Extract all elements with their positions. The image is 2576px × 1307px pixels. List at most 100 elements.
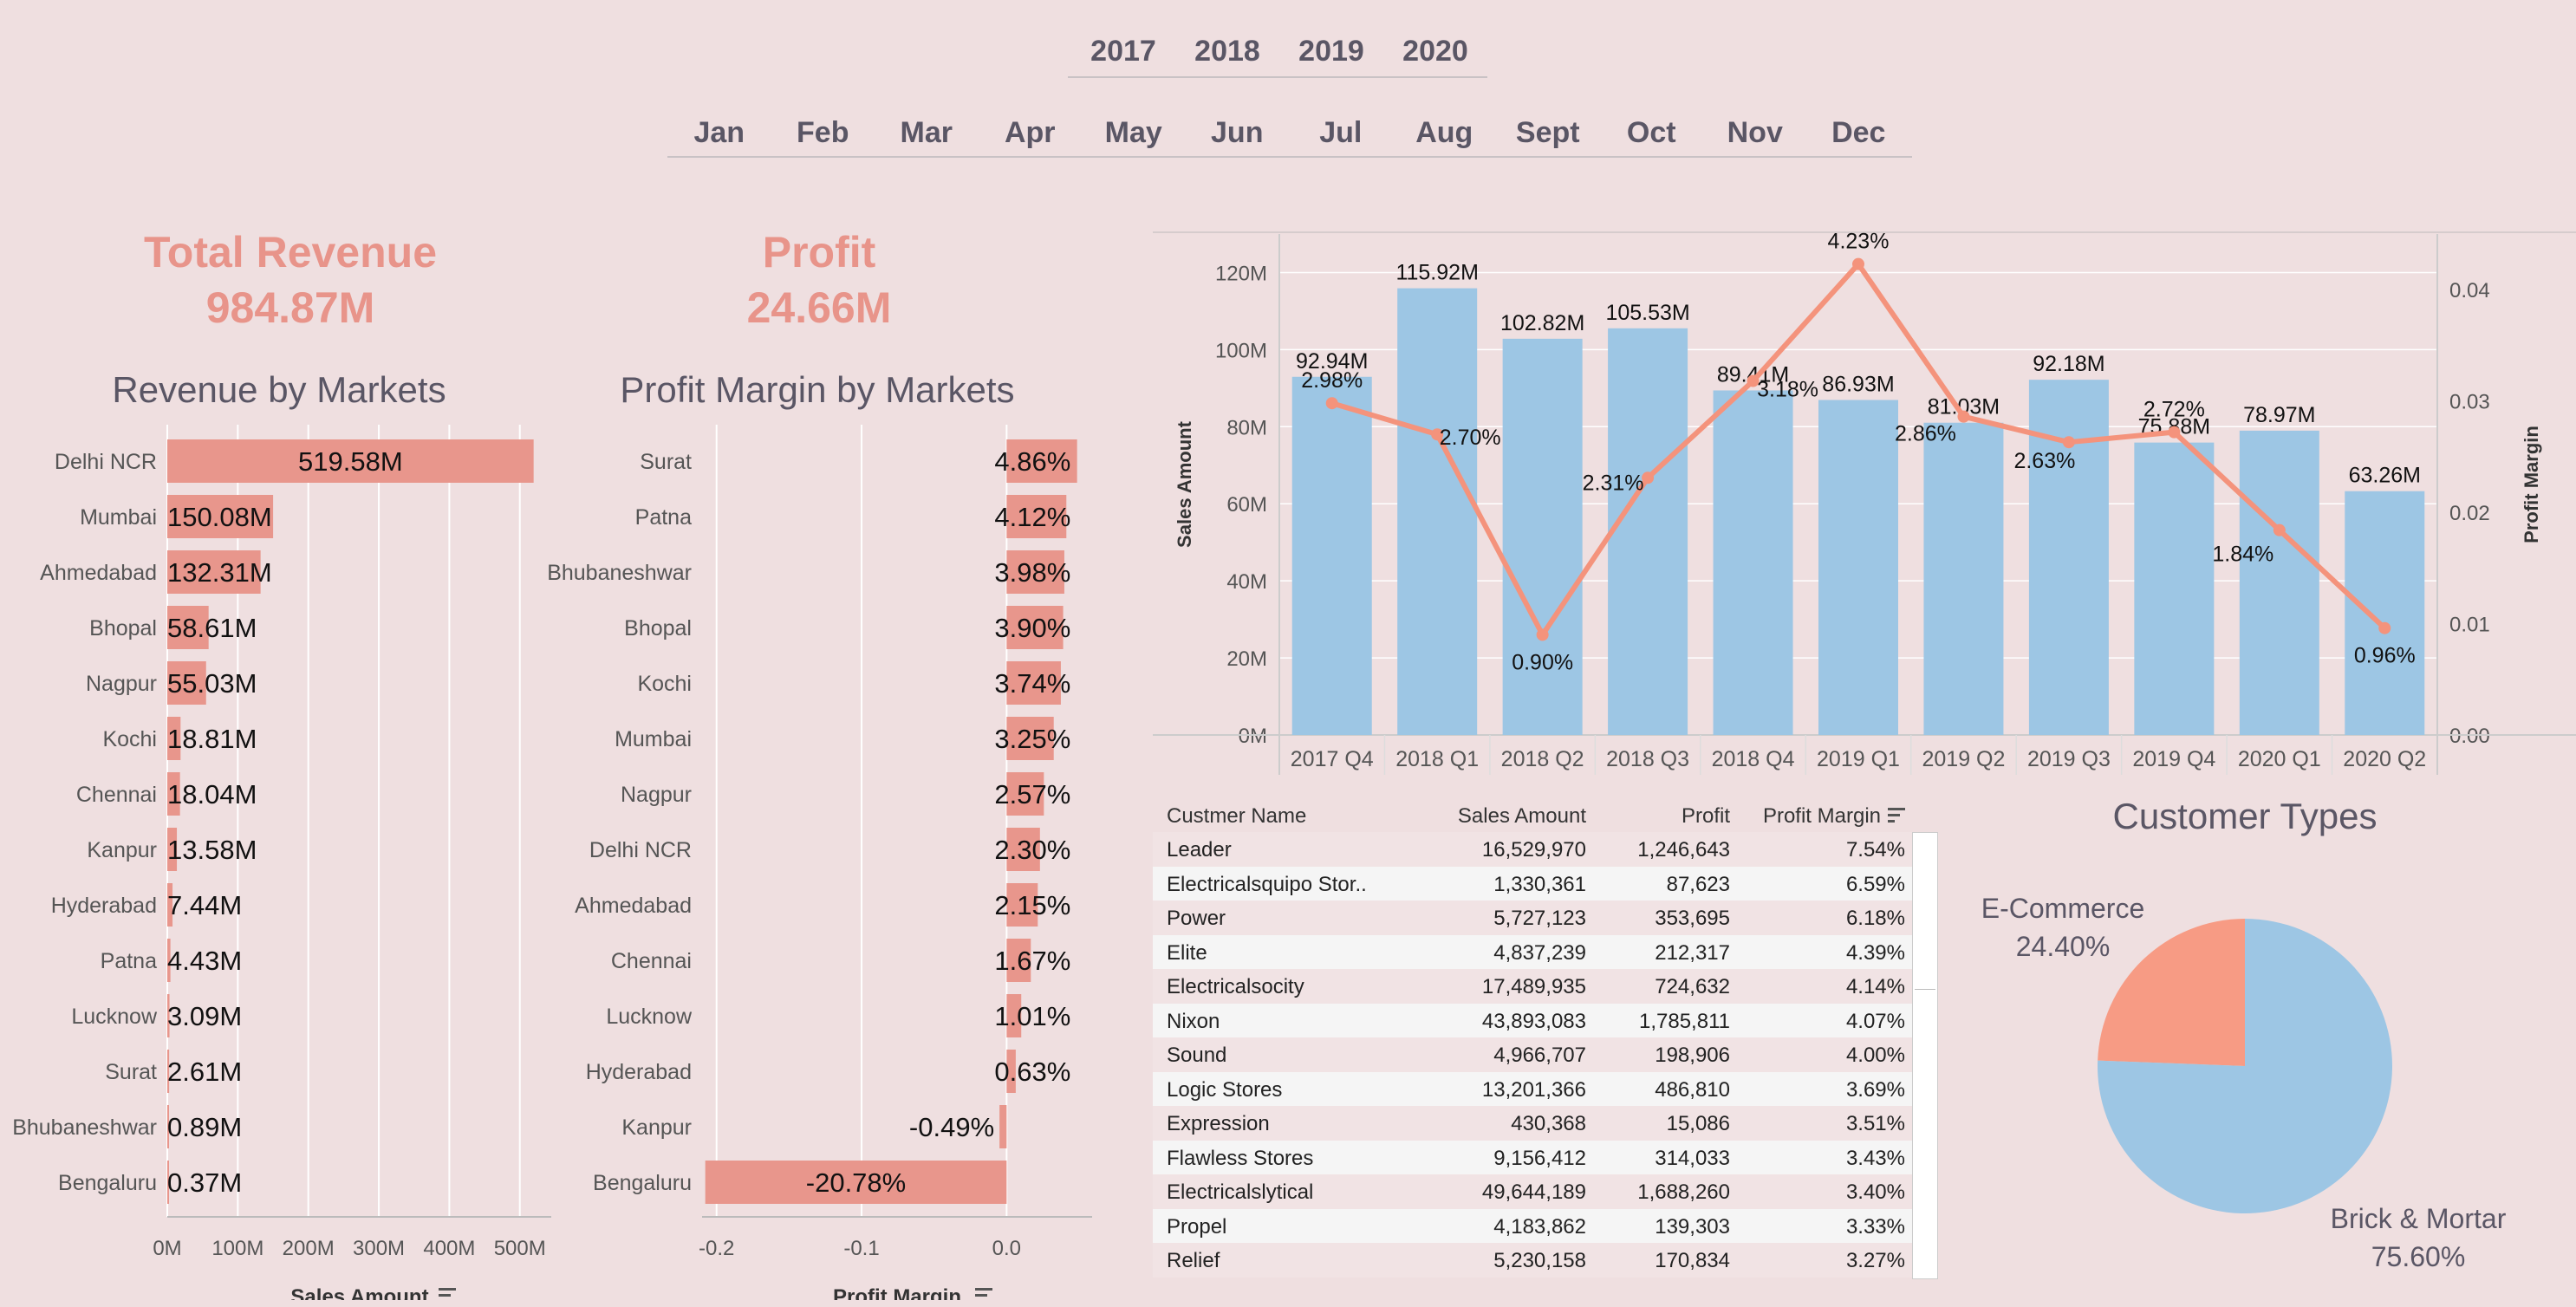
- line-point[interactable]: [1642, 471, 1655, 484]
- sort-icon[interactable]: [975, 1288, 992, 1300]
- table-header-custmer-name[interactable]: Custmer Name: [1167, 804, 1307, 828]
- bar-patna[interactable]: [167, 939, 171, 982]
- bar-delhi-ncr[interactable]: [167, 439, 534, 483]
- table-header-profit-margin[interactable]: Profit Margin: [1762, 804, 1881, 828]
- bar-2019-q4[interactable]: [2134, 442, 2215, 735]
- bar-kanpur[interactable]: [999, 1105, 1007, 1148]
- bar-lucknow[interactable]: [167, 994, 170, 1037]
- bar-ahmedabad[interactable]: [1006, 883, 1038, 927]
- bar-surat[interactable]: [167, 1050, 170, 1093]
- bar-bhubaneshwar[interactable]: [167, 1105, 169, 1148]
- bar-bhubaneshwar[interactable]: [1006, 550, 1064, 594]
- bar-chennai[interactable]: [167, 772, 180, 816]
- bar-kochi[interactable]: [1006, 661, 1061, 705]
- month-filter[interactable]: Jan Feb Mar Apr May Jun Jul Aug Sept Oct Nov Dec: [667, 116, 1910, 150]
- bar-mumbai[interactable]: [1006, 717, 1054, 760]
- bar-hyderabad[interactable]: [167, 883, 173, 927]
- table-row[interactable]: [1153, 1174, 1912, 1209]
- table-cell: Leader: [1167, 838, 1232, 862]
- bar-ahmedabad[interactable]: [167, 550, 261, 594]
- table-header-profit[interactable]: Profit: [1681, 804, 1730, 828]
- bar-patna[interactable]: [1006, 495, 1067, 538]
- bar-kochi[interactable]: [167, 717, 181, 760]
- table-row[interactable]: [1153, 1140, 1912, 1174]
- table-cell: 3.43%: [1845, 1146, 1905, 1170]
- bar-2019-q1[interactable]: [1818, 400, 1898, 735]
- table-row[interactable]: [1153, 901, 1912, 935]
- bar-lucknow[interactable]: [1006, 994, 1022, 1037]
- line-value-label: 2.70%: [1440, 426, 1501, 450]
- month-filter-mar[interactable]: Mar: [900, 116, 953, 149]
- bar-value-label: 0.63%: [994, 1057, 1070, 1087]
- month-filter-apr[interactable]: Apr: [1004, 116, 1056, 149]
- year-filter[interactable]: 2017 2018 2019 2020: [1071, 35, 1487, 68]
- bar-nagpur[interactable]: [1006, 772, 1044, 816]
- year-filter-2019[interactable]: 2019: [1298, 35, 1364, 68]
- month-filter-may[interactable]: May: [1104, 116, 1162, 149]
- table-row[interactable]: [1153, 1037, 1912, 1072]
- table-row[interactable]: [1153, 1208, 1912, 1243]
- bar-2018-q1[interactable]: [1397, 288, 1478, 736]
- line-point[interactable]: [1747, 374, 1760, 387]
- bar-surat[interactable]: [1006, 439, 1077, 483]
- y-tick-label: 60M: [1226, 493, 1267, 517]
- line-point[interactable]: [1957, 410, 1970, 423]
- bar-bengaluru[interactable]: [167, 1161, 169, 1204]
- y-axis-title: Sales Amount: [1174, 420, 1195, 548]
- line-point[interactable]: [2168, 426, 2181, 439]
- bar-nagpur[interactable]: [167, 661, 206, 705]
- bar-delhi-ncr[interactable]: [1006, 828, 1040, 871]
- bar-2017-q4[interactable]: [1291, 376, 1372, 735]
- table-row[interactable]: [1153, 1106, 1912, 1141]
- line-point[interactable]: [2062, 436, 2075, 449]
- line-point[interactable]: [1536, 628, 1549, 641]
- table-row[interactable]: [1153, 832, 1912, 867]
- bar-2019-q2[interactable]: [1923, 422, 2004, 735]
- line-point[interactable]: [2273, 523, 2286, 536]
- month-filter-jul[interactable]: Jul: [1319, 116, 1363, 149]
- pie-slice-brick-mortar[interactable]: [2098, 919, 2392, 1213]
- bar-chennai[interactable]: [1006, 939, 1031, 982]
- bar-kanpur[interactable]: [167, 828, 178, 871]
- year-filter-2020[interactable]: 2020: [1402, 35, 1468, 68]
- month-filter-aug[interactable]: Aug: [1415, 116, 1473, 149]
- table-cell: 1,688,260: [1637, 1180, 1730, 1204]
- line-point[interactable]: [1431, 428, 1444, 441]
- table-row[interactable]: [1153, 866, 1912, 901]
- table-row[interactable]: [1153, 1071, 1912, 1106]
- line-point[interactable]: [1325, 397, 1338, 410]
- month-filter-feb[interactable]: Feb: [797, 116, 849, 149]
- table-row[interactable]: [1153, 1243, 1912, 1278]
- bar-2020-q1[interactable]: [2239, 430, 2319, 735]
- month-filter-jan[interactable]: Jan: [693, 116, 745, 149]
- bar-bhopal[interactable]: [167, 606, 209, 649]
- bar-2018-q4[interactable]: [1713, 390, 1793, 735]
- table-row[interactable]: [1153, 969, 1912, 1004]
- table-scrollbar[interactable]: [1912, 832, 1938, 1279]
- table-header-sales-amount[interactable]: Sales Amount: [1457, 804, 1586, 828]
- bar-value-label: 102.82M: [1500, 311, 1584, 335]
- bar-2020-q2[interactable]: [2345, 491, 2425, 735]
- bar-bhopal[interactable]: [1006, 606, 1064, 649]
- bar-mumbai[interactable]: [167, 495, 274, 538]
- bar-2018-q3[interactable]: [1608, 328, 1688, 735]
- month-filter-dec[interactable]: Dec: [1831, 116, 1886, 149]
- sort-icon[interactable]: [1888, 808, 1907, 825]
- year-filter-2017[interactable]: 2017: [1090, 35, 1156, 68]
- month-filter-jun[interactable]: Jun: [1211, 116, 1264, 149]
- bar-2018-q2[interactable]: [1502, 338, 1583, 735]
- month-filter-nov[interactable]: Nov: [1727, 116, 1783, 149]
- bar-bengaluru[interactable]: [705, 1161, 1007, 1204]
- sort-icon[interactable]: [439, 1288, 456, 1300]
- year-filter-2018[interactable]: 2018: [1194, 35, 1260, 68]
- table-row[interactable]: [1153, 934, 1912, 969]
- table-row[interactable]: [1153, 1003, 1912, 1037]
- pie-slice-e-commerce[interactable]: [2098, 919, 2245, 1066]
- scrollbar-thumb[interactable]: [1915, 835, 1935, 990]
- month-filter-sept[interactable]: Sept: [1515, 116, 1580, 149]
- line-point[interactable]: [1852, 257, 1864, 270]
- month-filter-oct[interactable]: Oct: [1626, 116, 1676, 149]
- table-cell: Sound: [1167, 1044, 1227, 1067]
- bar-hyderabad[interactable]: [1006, 1050, 1016, 1093]
- line-point[interactable]: [2378, 621, 2391, 634]
